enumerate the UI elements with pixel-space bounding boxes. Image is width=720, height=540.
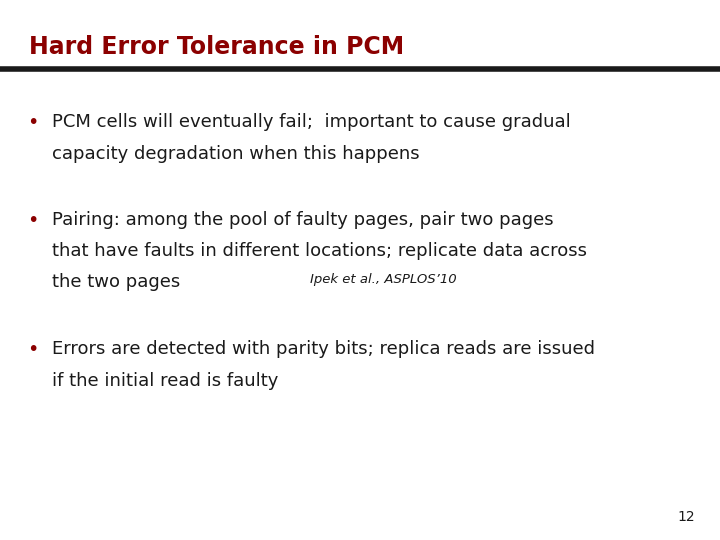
Text: Errors are detected with parity bits; replica reads are issued: Errors are detected with parity bits; re… (52, 340, 595, 358)
Text: 12: 12 (678, 510, 695, 524)
Text: Pairing: among the pool of faulty pages, pair two pages: Pairing: among the pool of faulty pages,… (52, 211, 554, 228)
Text: capacity degradation when this happens: capacity degradation when this happens (52, 145, 420, 163)
Text: Ipek et al., ASPLOS’10: Ipek et al., ASPLOS’10 (310, 273, 456, 286)
Text: if the initial read is faulty: if the initial read is faulty (52, 372, 278, 389)
Text: •: • (27, 211, 39, 229)
Text: the two pages: the two pages (52, 273, 180, 291)
Text: •: • (27, 340, 39, 359)
Text: PCM cells will eventually fail;  important to cause gradual: PCM cells will eventually fail; importan… (52, 113, 570, 131)
Text: •: • (27, 113, 39, 132)
Text: Hard Error Tolerance in PCM: Hard Error Tolerance in PCM (29, 35, 404, 59)
Text: that have faults in different locations; replicate data across: that have faults in different locations;… (52, 242, 587, 260)
